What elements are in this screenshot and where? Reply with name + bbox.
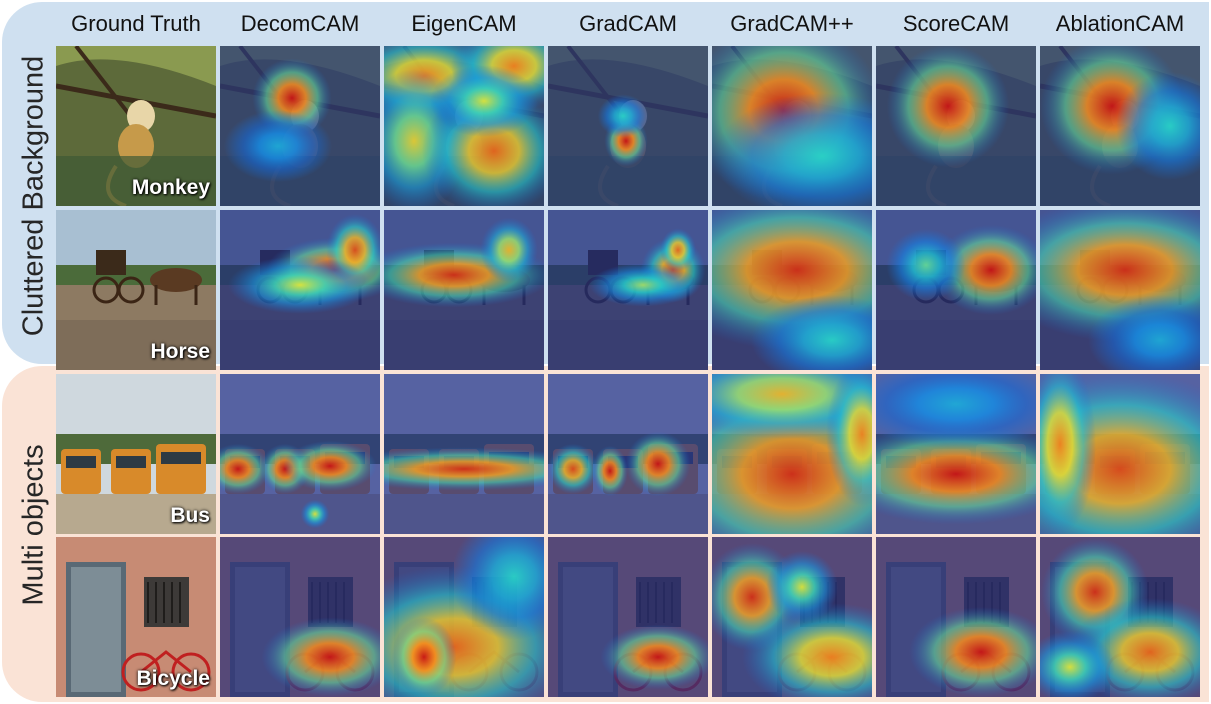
ground-truth-image-bicycle: Bicycle: [56, 537, 216, 697]
column-header-gradcam: GradCAM: [579, 11, 677, 36]
heatmap-scorecam-bus: [876, 374, 1036, 534]
group-label-multi: Multi objects: [17, 444, 50, 606]
column-header-scorecam: ScoreCAM: [902, 11, 1010, 36]
ground-truth-image-monkey: Monkey: [56, 46, 216, 206]
heatmap-eigencam-bicycle: [384, 537, 544, 697]
heatmap-gradcam-monkey: [712, 46, 872, 206]
heatmap-eigencam-monkey: [384, 46, 544, 206]
column-header-gradcampp: GradCAM++: [730, 11, 854, 36]
heatmap-gradcam-horse: [548, 210, 708, 370]
heatmap-ablationcam-monkey: [1040, 46, 1200, 206]
heatmap-ablationcam-bus: [1040, 374, 1200, 534]
column-header-decomcam: DecomCAM: [240, 11, 360, 36]
column-header-eigencam: EigenCAM: [411, 11, 517, 36]
heatmap-ablationcam-horse: [1040, 210, 1200, 370]
heatmap-eigencam-bus: [384, 374, 544, 534]
heatmap-scorecam-bicycle: [876, 537, 1036, 697]
heatmap-scorecam-horse: [876, 210, 1036, 370]
heatmap-decomcam-bicycle: [220, 537, 380, 697]
heatmap-eigencam-horse: [384, 210, 544, 370]
heatmap-gradcam-horse: [712, 210, 872, 370]
group-label-cluttered: Cluttered Background: [17, 55, 50, 337]
heatmap-gradcam-bus: [548, 374, 708, 534]
heatmap-decomcam-horse: [220, 210, 380, 370]
heatmap-ablationcam-bicycle: [1040, 537, 1200, 697]
heatmap-gradcam-bus: [712, 374, 872, 534]
heatmap-gradcam-monkey: [548, 46, 708, 206]
image-label-bicycle: Bicycle: [136, 667, 210, 690]
image-label-horse: Horse: [150, 340, 210, 363]
ground-truth-image-bus: Bus: [56, 374, 216, 534]
column-header-ablationcam: AblationCAM: [1055, 11, 1185, 36]
heatmap-scorecam-monkey: [876, 46, 1036, 206]
heatmap-decomcam-bus: [220, 374, 380, 534]
heatmap-gradcam-bicycle: [712, 537, 872, 697]
ground-truth-image-horse: Horse: [56, 210, 216, 370]
heatmap-decomcam-monkey: [220, 46, 380, 206]
image-label-bus: Bus: [170, 504, 210, 527]
heatmap-gradcam-bicycle: [548, 537, 708, 697]
column-header-ground-truth: Ground Truth: [71, 11, 201, 36]
image-label-monkey: Monkey: [131, 176, 210, 199]
